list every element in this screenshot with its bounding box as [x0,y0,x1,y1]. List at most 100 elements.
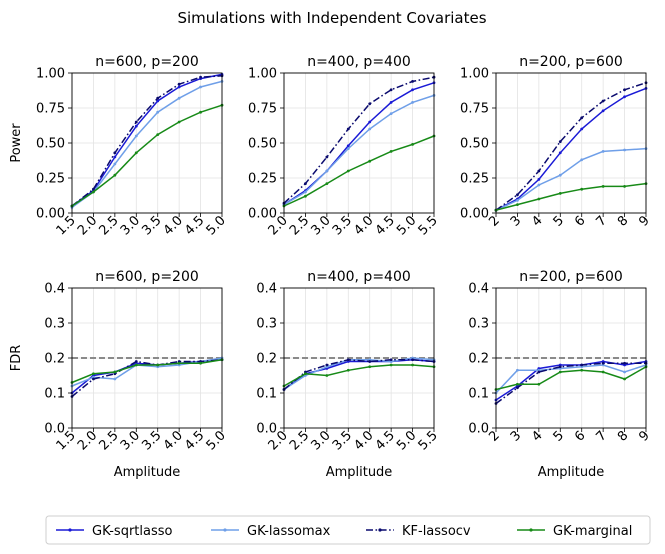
data-point [389,88,393,92]
data-point [516,368,519,372]
data-point [134,124,138,128]
data-point [411,80,414,83]
x-tick-label: 3 [508,213,524,229]
x-tick-label: 5.0 [394,213,419,238]
legend-marker [68,528,72,532]
data-point [368,102,372,106]
y-tick-label: 0.3 [468,317,489,332]
x-tick-label: 4.5 [373,213,398,238]
data-point [537,382,541,386]
y-axis-label: FDR [9,345,24,372]
y-tick-label: 0.1 [468,387,489,402]
series-line-gk-marginal [495,366,647,391]
series-line-gk-marginal [495,182,647,211]
y-tick-label: 1.00 [460,67,489,82]
x-tick-label: 9 [636,213,652,229]
data-point [368,127,372,131]
series-line-kf-lassocv [71,75,223,207]
x-tick-label: 4 [529,428,545,444]
y-tick-label: 0.25 [248,172,277,187]
data-point [601,361,605,365]
y-tick-label: 0.50 [460,137,489,152]
data-point [156,363,160,367]
x-tick-label: 3.0 [118,428,143,453]
subplot-4: n=600, p=2000.00.10.20.30.41.52.02.53.03… [9,269,229,480]
data-point [113,151,117,155]
x-tick-label: 2.5 [287,213,312,238]
y-tick-label: 0.00 [36,207,65,222]
x-tick-label: 8 [615,428,631,444]
y-tick-label: 1.00 [248,67,277,82]
data-point [346,147,350,151]
data-point [325,374,329,377]
data-point [346,144,350,148]
y-tick-label: 0.25 [460,172,489,187]
data-point [558,173,562,177]
data-point [325,155,329,159]
subplot-title: n=600, p=200 [95,54,199,70]
y-tick-label: 0.25 [36,172,65,187]
data-point [134,120,138,124]
data-point [580,116,584,120]
data-point [580,127,584,131]
legend-marker [378,528,382,532]
data-point [134,360,138,363]
x-tick-label: 9 [636,428,652,444]
data-point [325,182,329,186]
y-tick-label: 0.4 [44,282,65,297]
y-tick-label: 0.00 [460,207,489,222]
legend-item-gk-marginal: GK-marginal [517,524,632,539]
x-tick-label: 3.5 [330,428,355,453]
subplot-title: n=400, p=400 [307,269,411,285]
x-tick-label: 2.5 [96,428,121,453]
subplot-5: n=400, p=4000.00.10.20.30.42.02.53.03.54… [256,269,441,480]
data-point [558,192,562,195]
data-point [156,133,160,137]
data-point [304,194,307,198]
y-tick-label: 0.4 [468,282,489,297]
series-line-gk-marginal [283,364,435,387]
data-point [623,377,626,381]
legend-item-kf-lassocv: KF-lassocv [366,524,471,539]
legend-item-gk-lassomax: GK-lassomax [211,524,331,539]
data-point [92,377,95,381]
x-tick-label: 5.5 [416,428,441,453]
data-point [113,173,117,177]
data-point [346,169,350,173]
x-tick-label: 3.0 [118,213,143,238]
y-tick-label: 0.50 [248,137,277,152]
series-line-gk-sqrtlasso [495,87,647,211]
data-point [389,101,393,104]
data-point [92,187,95,191]
data-point [580,187,584,191]
x-tick-label: 2 [486,213,502,229]
y-tick-label: 0.2 [256,352,277,367]
series-line-gk-sqrtlasso [495,360,647,401]
data-point [601,99,605,103]
data-point [199,75,202,79]
x-tick-label: 3.5 [139,213,164,238]
data-point [537,169,541,173]
series-line-gk-marginal [71,104,223,207]
y-tick-label: 0.0 [44,422,65,437]
series-line-kf-lassocv [495,82,647,211]
series-line-gk-marginal [283,135,435,207]
x-tick-label: 4.0 [351,213,376,238]
data-point [199,110,202,114]
data-point [177,96,181,100]
y-tick-label: 0.50 [36,137,65,152]
x-tick-label: 5 [551,213,567,229]
x-tick-label: 3.5 [139,428,164,453]
data-point [411,88,414,92]
data-point [623,370,626,374]
data-point [537,178,541,181]
data-point [199,361,202,365]
x-tick-label: 2.5 [287,428,312,453]
data-point [177,361,181,365]
x-tick-label: 4 [529,213,545,229]
legend-label: GK-lassomax [247,524,331,539]
data-point [601,150,605,153]
series-line-gk-lassomax [283,94,435,206]
y-tick-label: 0.75 [460,102,489,117]
